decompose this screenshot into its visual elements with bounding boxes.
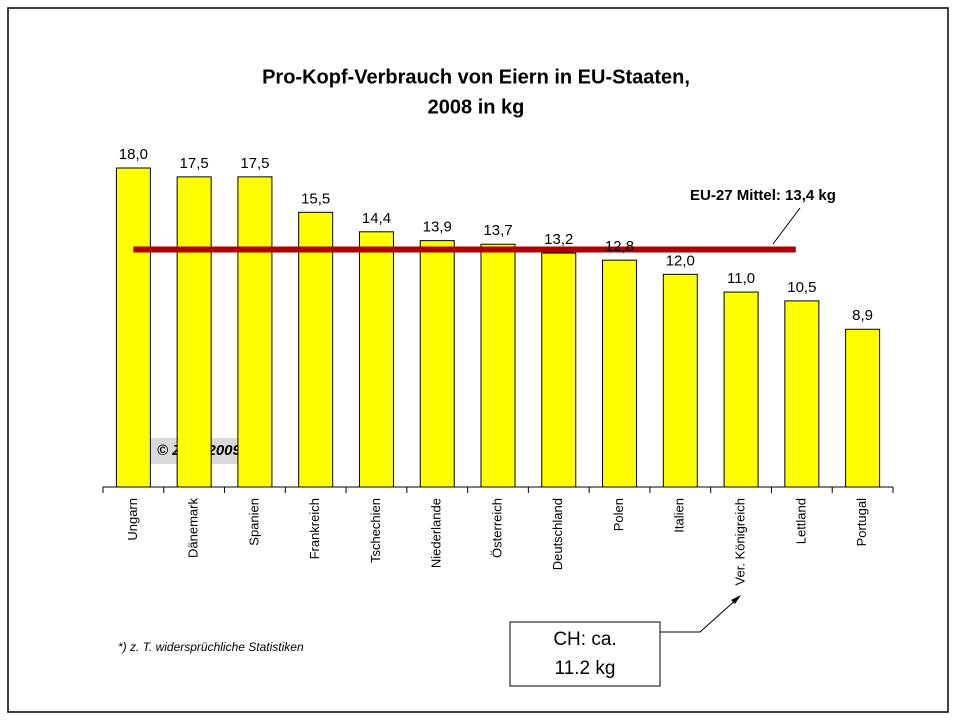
callout-text: 11.2 kg [555, 658, 616, 679]
x-tick-label: Deutschland [550, 498, 565, 570]
value-label: 12,0 [666, 252, 695, 269]
value-label: 13,7 [483, 222, 512, 239]
value-label: 13,9 [423, 219, 452, 236]
callout-line [660, 597, 739, 633]
callout-arrow [731, 595, 741, 604]
bar [845, 328, 881, 488]
footnote: *) z. T. widersprüchliche Statistiken [118, 640, 304, 654]
value-label: 17,5 [240, 155, 269, 172]
value-label: 12,8 [605, 238, 634, 255]
chart-title: 2008 in kg [428, 96, 525, 118]
bar [784, 300, 820, 488]
bar [358, 231, 394, 488]
x-tick-label: Ungarn [125, 498, 140, 541]
bar [541, 252, 577, 488]
x-tick-label: Ver. Königreich [733, 498, 748, 585]
chart-title: Pro-Kopf-Verbrauch von Eiern in EU-Staat… [262, 66, 690, 88]
value-label: 11,0 [727, 270, 755, 287]
value-label: 13,2 [544, 231, 573, 248]
value-label: 8,9 [852, 307, 873, 324]
x-tick-label: Frankreich [307, 498, 322, 559]
x-tick-label: Lettland [793, 498, 808, 544]
value-label: 10,5 [787, 279, 816, 296]
bar [237, 176, 273, 488]
bar [115, 167, 151, 488]
bar [480, 243, 516, 488]
x-tick-label: Polen [611, 498, 626, 531]
value-label: 15,5 [301, 190, 330, 207]
x-tick-label: Österreich [489, 498, 504, 558]
value-label: 17,5 [180, 155, 209, 172]
x-tick-label: Spanien [246, 498, 261, 546]
x-tick-label: Portugal [854, 498, 869, 547]
callout-box [509, 621, 661, 687]
bar [298, 211, 334, 488]
x-tick-label: Tschechien [368, 498, 383, 563]
bar [602, 259, 638, 488]
callout-text: CH: ca. [553, 629, 616, 650]
bar [662, 273, 698, 488]
mean-leader [772, 207, 801, 245]
value-label: 18,0 [119, 146, 148, 163]
value-label: 14,4 [362, 210, 391, 227]
bar [723, 291, 759, 488]
bar [419, 240, 455, 488]
x-tick-label: Italien [672, 498, 687, 533]
bar [176, 176, 212, 488]
x-tick-label: Niederlande [429, 498, 444, 568]
x-tick-label: Dänemark [186, 498, 201, 558]
mean-label: EU-27 Mittel: 13,4 kg [690, 187, 836, 204]
